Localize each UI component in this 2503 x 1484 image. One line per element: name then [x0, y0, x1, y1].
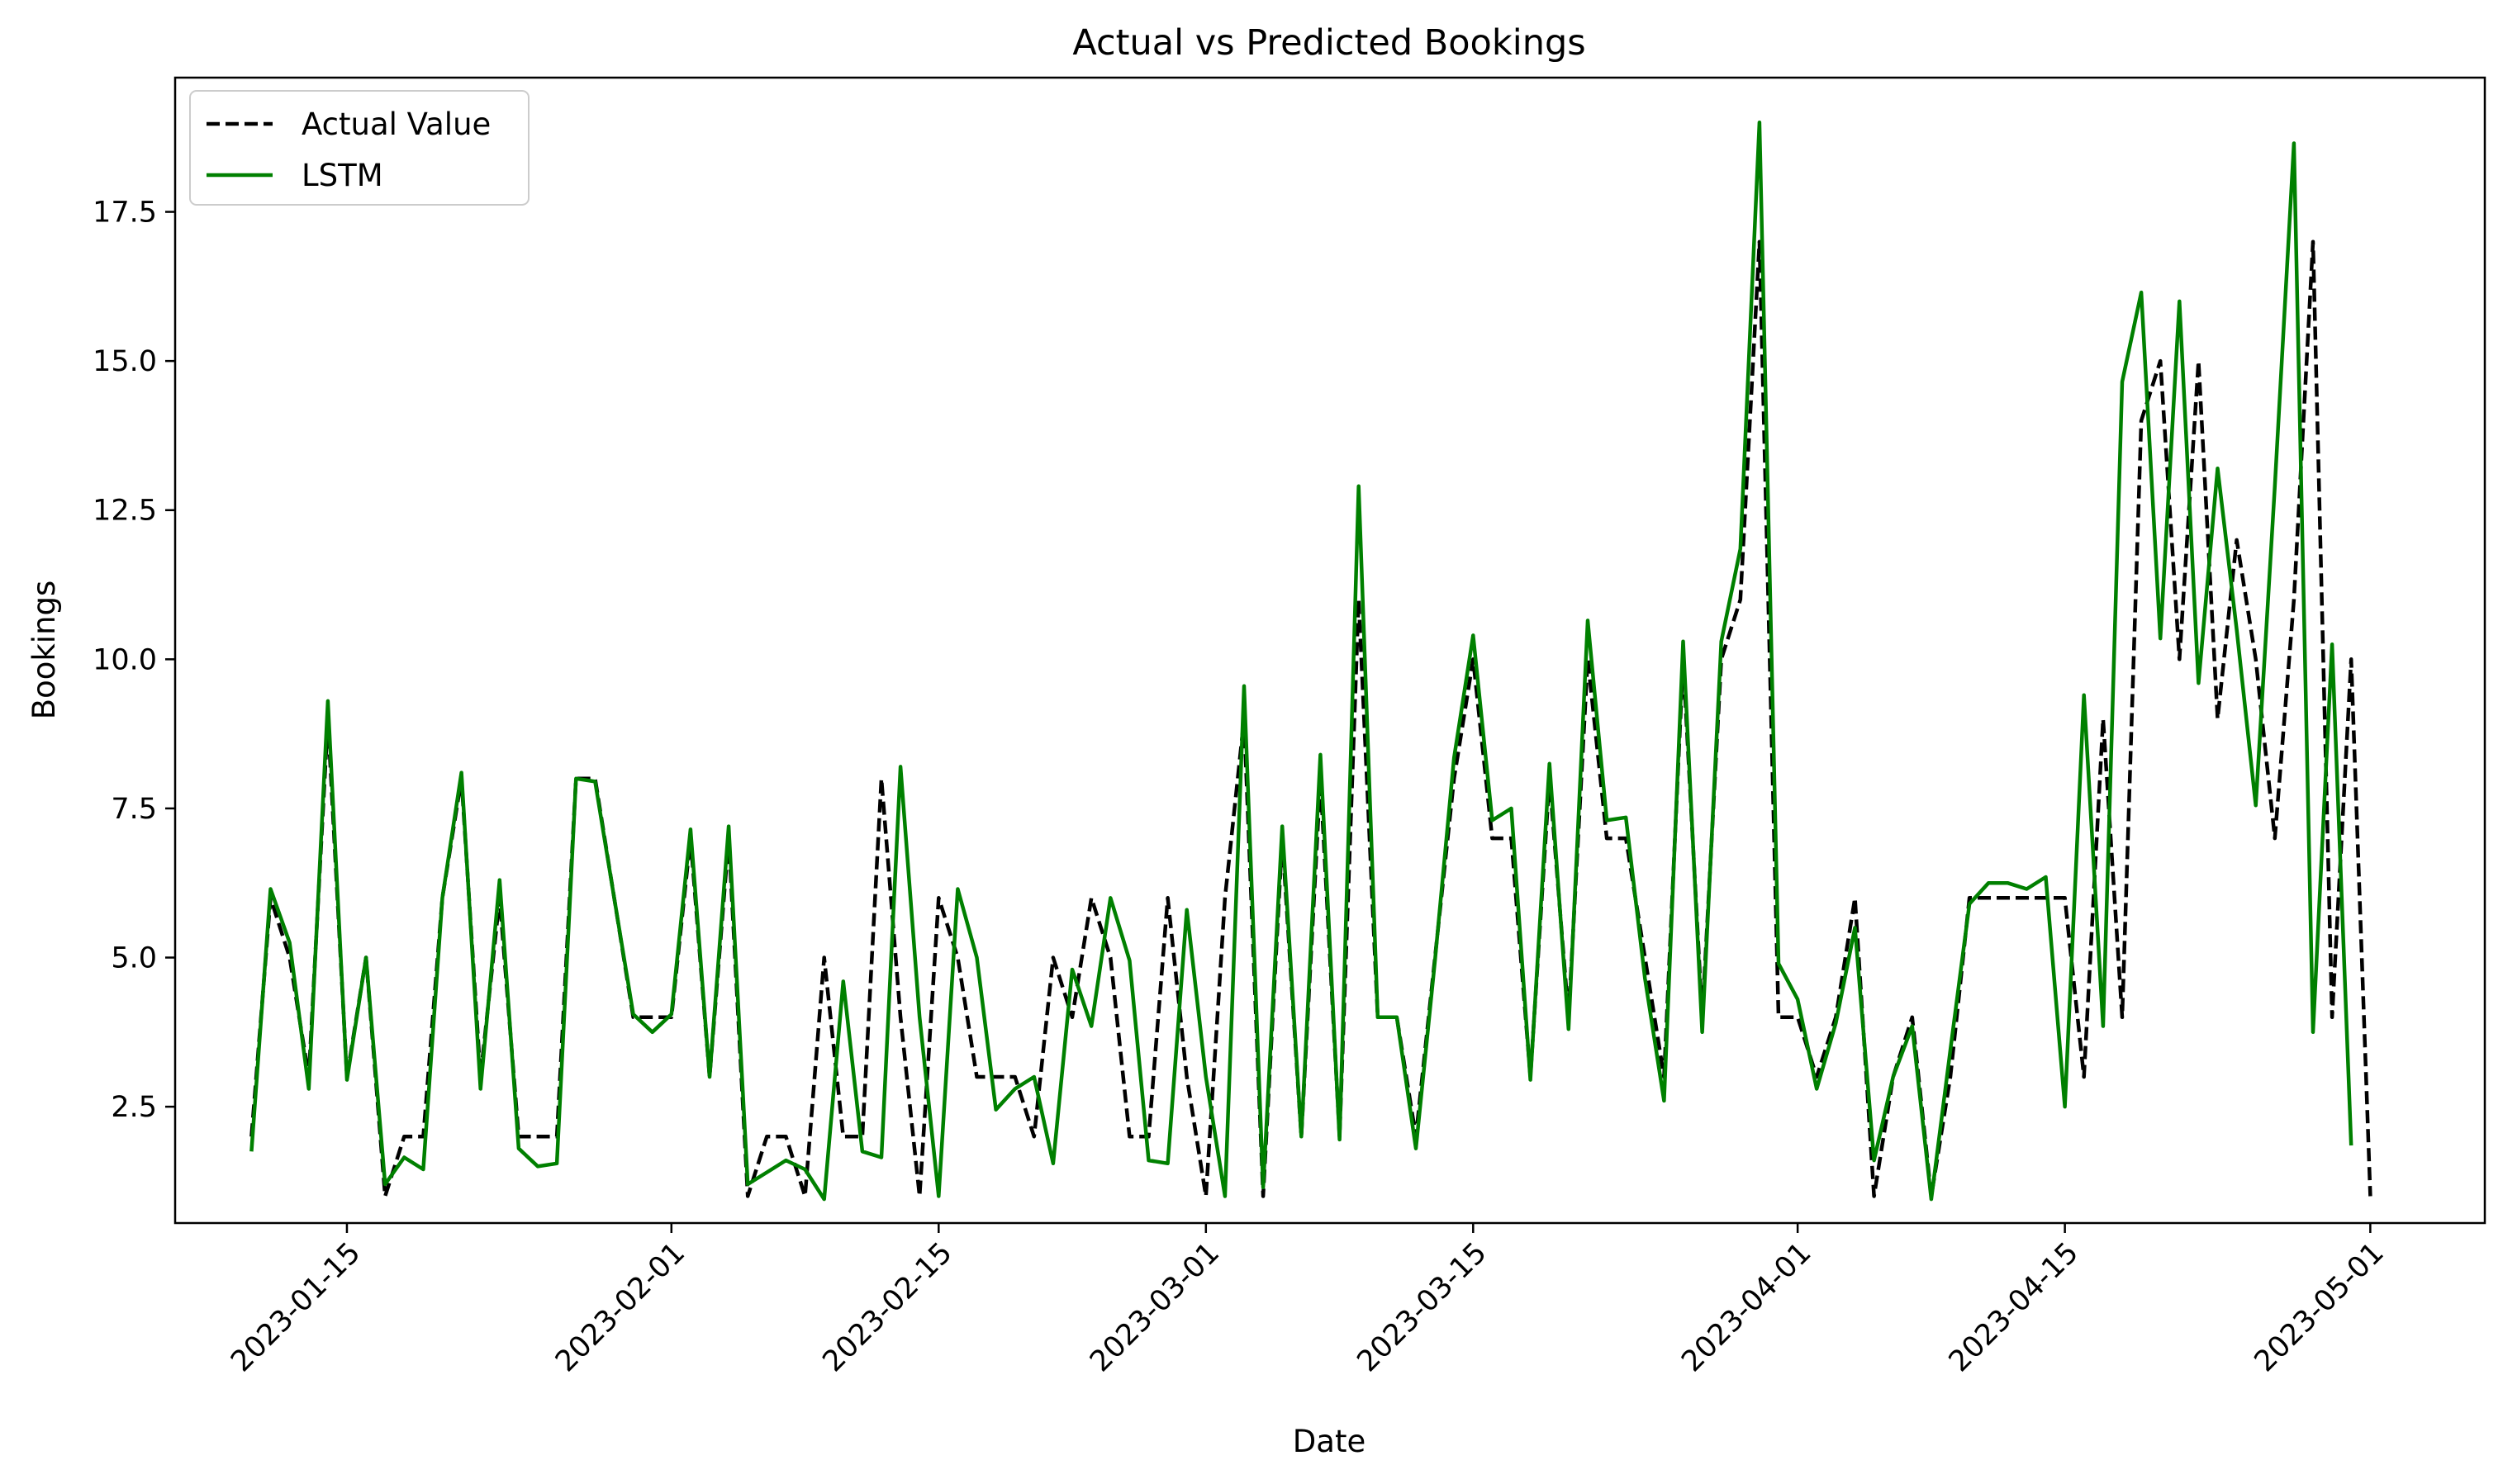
legend: Actual Value LSTM [189, 90, 530, 206]
legend-box [189, 90, 530, 206]
x-tick-label: 2023-02-15 [817, 1236, 959, 1378]
x-tick-label: 2023-05-01 [2249, 1236, 2391, 1378]
y-axis-label: Bookings [26, 581, 62, 720]
series-line-actual-value [249, 239, 2372, 1198]
y-tick-label: 12.5 [93, 495, 157, 528]
chart-title: Actual vs Predicted Bookings [1072, 22, 1585, 64]
x-tick-label: 2023-02-01 [549, 1236, 691, 1378]
plot-frame [173, 76, 2486, 1225]
y-tick-label: 2.5 [111, 1091, 157, 1124]
legend-label-lstm: LSTM [302, 158, 383, 193]
x-axis-label: Date [1293, 1424, 1365, 1459]
plot-lines [249, 120, 2372, 1202]
x-tick-label: 2023-01-15 [225, 1236, 367, 1378]
y-tick-label: 7.5 [111, 793, 157, 826]
y-tick-label: 10.0 [93, 643, 157, 676]
x-tick-label: 2023-04-15 [1943, 1236, 2085, 1378]
x-tick-label: 2023-03-01 [1084, 1236, 1226, 1378]
x-tick-label: 2023-03-15 [1351, 1236, 1494, 1378]
y-tick-label: 17.5 [93, 197, 157, 230]
x-tick-label: 2023-04-01 [1675, 1236, 1817, 1378]
legend-label-actual: Actual Value [302, 107, 491, 142]
y-tick-label: 5.0 [111, 942, 157, 975]
series-line-lstm [249, 120, 2353, 1202]
y-axis: 2.5 5.0 7.5 10.0 12.5 15.0 17.5 [93, 197, 175, 1124]
y-tick-label: 15.0 [93, 345, 157, 378]
x-axis: 2023-01-15 2023-02-01 2023-02-15 2023-03-01… [225, 1223, 2391, 1378]
